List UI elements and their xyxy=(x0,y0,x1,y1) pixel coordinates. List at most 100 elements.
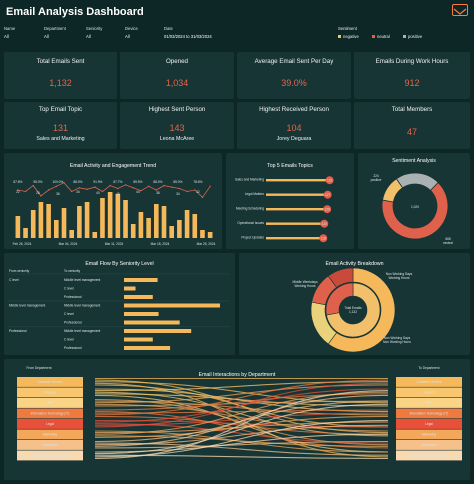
trend-bar xyxy=(184,210,190,238)
filter-label: Name xyxy=(4,26,16,31)
kpi-highest-received-person: Highest Received Person 104 Jorey Deguar… xyxy=(237,102,351,149)
kpi-title: Average Email Sent Per Day xyxy=(254,58,334,65)
seniority-to: C level xyxy=(64,287,74,291)
sentiment-panel: Sentiment Analysis 1,020 224 positive 668 ne… xyxy=(358,153,470,249)
trend-point xyxy=(17,189,19,191)
department-to-node xyxy=(396,419,462,429)
filter-value[interactable]: All xyxy=(4,34,9,39)
sentiment-label: positive xyxy=(371,178,382,182)
topic-marker xyxy=(323,190,332,199)
trend-line-label: 91.9% xyxy=(93,180,102,184)
filter-value[interactable]: 01/03/2024 to 31/03/2024 xyxy=(164,34,212,39)
kpi-highest-sent-person: Highest Sent Person 143 Leona McAree xyxy=(120,102,234,149)
department-from-node xyxy=(17,398,83,408)
sankey-flow xyxy=(94,393,389,407)
topics-chart[interactable]: Sales and Marketing 131 Legal Matters 127 Me… xyxy=(226,153,354,249)
department-to-label: Information Technology (IT) xyxy=(410,412,449,416)
topic-marker xyxy=(319,234,328,243)
department-to-title: To Department xyxy=(419,366,440,370)
trend-bar xyxy=(123,200,128,238)
kpi-value: 1,132 xyxy=(49,78,72,88)
trend-bar xyxy=(138,212,144,238)
sentiment-slice xyxy=(381,181,449,240)
sentiment-slice xyxy=(382,178,404,203)
department-sankey[interactable]: From Department To Department Customer Ser… xyxy=(4,359,470,480)
kpi-subtitle: Jorey Deguara xyxy=(276,136,312,142)
sentiment-label: neutral xyxy=(443,241,453,245)
trend-bar xyxy=(61,208,67,238)
legend-swatch xyxy=(403,35,406,39)
trend-bar xyxy=(77,206,82,238)
trend-line-label: 88.0% xyxy=(73,180,82,184)
legend-title: Sentiment xyxy=(338,26,357,31)
trend-bar xyxy=(161,206,167,238)
topic-label: Meeting Scheduling xyxy=(236,207,264,211)
breakdown-label: Middle Weekdays xyxy=(292,280,318,284)
trend-bar-label: 36 xyxy=(56,192,60,196)
topic-bar xyxy=(266,193,328,196)
trend-point xyxy=(155,189,158,191)
seniority-to: C level xyxy=(64,338,74,342)
trend-bar xyxy=(46,204,51,238)
trend-chart[interactable]: 87.8% 95.0% 100.0% 88.0% 91.9% 87.7% 89.5% 88.4… xyxy=(4,153,222,249)
column-header: From seniority xyxy=(9,269,30,273)
filter-department[interactable]: Department All xyxy=(44,26,66,39)
filter-name[interactable]: Name All xyxy=(4,26,15,39)
trend-bar xyxy=(23,228,28,238)
trend-point xyxy=(63,181,65,184)
department-to-node xyxy=(396,398,462,408)
seniority-to: Professional xyxy=(64,346,82,350)
department-to-label: Marketing xyxy=(422,433,436,437)
breakdown-label: Working Hours xyxy=(388,276,409,280)
filter-device[interactable]: Device All xyxy=(125,26,138,39)
seniority-to: Professional xyxy=(64,295,82,299)
trend-bar xyxy=(192,214,198,238)
legend-swatch xyxy=(338,35,341,39)
department-to-node xyxy=(396,440,462,450)
department-panel: Email Interactions by Department From De… xyxy=(4,359,470,480)
department-from-node xyxy=(17,419,83,429)
topic-value: 126 xyxy=(325,207,331,211)
filter-bar: Name All Department All Seniority All De… xyxy=(4,26,470,46)
department-to-node xyxy=(396,377,462,387)
department-from-label: Legal xyxy=(46,422,54,426)
breakdown-inner-slice xyxy=(326,282,381,338)
seniority-to: Middle level management xyxy=(64,329,100,333)
topic-label: Operational Issues xyxy=(237,221,264,225)
breakdown-center-label: Total Emails xyxy=(344,306,362,310)
filter-value[interactable]: All xyxy=(125,34,130,39)
filter-value[interactable]: All xyxy=(86,34,91,39)
trend-x-label: Mar 11, 2024 xyxy=(105,242,124,246)
department-from-node xyxy=(17,450,83,461)
trend-point xyxy=(124,184,127,186)
department-to-node xyxy=(396,408,462,419)
trend-bar xyxy=(130,224,136,238)
sentiment-center-label: 1,020 xyxy=(411,205,419,209)
legend-item[interactable]: negative xyxy=(343,34,359,39)
trend-x-label: Feb 26, 2024 xyxy=(13,242,32,246)
trend-point xyxy=(78,187,81,189)
legend-item[interactable]: neutral xyxy=(377,34,390,39)
trend-point xyxy=(24,190,27,193)
department-from-label: Operations xyxy=(42,443,58,447)
page-title: Email Analysis Dashboard xyxy=(6,6,144,18)
filter-date[interactable]: Date 01/03/2024 to 31/03/2024 xyxy=(164,26,212,39)
seniority-chart[interactable]: From seniority To seniority C level Middle … xyxy=(4,253,235,355)
topic-marker xyxy=(325,176,334,185)
legend-item[interactable]: positive xyxy=(408,34,423,39)
seniority-to: Professional xyxy=(64,321,82,325)
sankey-flow xyxy=(94,379,389,416)
breakdown-center-label: 1,132 xyxy=(349,310,357,314)
sentiment-legend: Sentiment negative neutral positive xyxy=(338,26,422,39)
topic-value: 127 xyxy=(325,193,331,197)
department-from-label: HR xyxy=(48,401,53,405)
filter-value[interactable]: All xyxy=(44,34,49,39)
kpi-total-members: Total Members 47 xyxy=(354,102,470,149)
trend-bar-label: 32 xyxy=(196,190,200,194)
trend-point xyxy=(101,190,104,193)
seniority-bar xyxy=(124,295,153,299)
filter-seniority[interactable]: Seniority All xyxy=(86,26,102,39)
trend-bar-label: 40 xyxy=(96,191,100,195)
